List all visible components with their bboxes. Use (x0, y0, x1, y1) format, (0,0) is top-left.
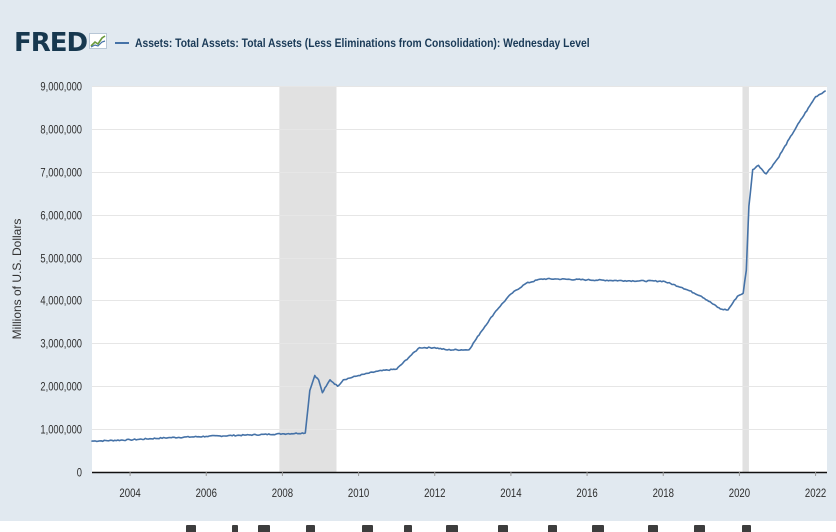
fred-logo-graph-icon (89, 32, 108, 54)
fred-logo[interactable]: FRED (14, 28, 88, 58)
x-tick-label: 2006 (196, 487, 217, 500)
y-tick-label: 2,000,000 (40, 380, 82, 393)
x-tick-label: 2010 (348, 487, 369, 500)
x-tick-labels: 2004 2006 2008 2010 2012 2014 2016 2018 2020 2022 (119, 472, 826, 500)
y-tick-label: 9,000,000 (40, 80, 82, 93)
x-tick-label: 2016 (576, 487, 597, 500)
y-tick-label: 4,000,000 (40, 294, 82, 307)
y-tick-label: 1,000,000 (40, 423, 82, 436)
x-tick-label: 2008 (272, 487, 293, 500)
y-tick-labels: 0 1,000,000 2,000,000 3,000,000 4,000,000 5,0… (40, 80, 82, 479)
legend-label: Assets: Total Assets: Total Assets (Less… (135, 36, 590, 50)
series-line-0 (91, 90, 826, 443)
y-tick-label: 6,000,000 (40, 209, 82, 222)
chart-header: FRED Assets: Total Assets: Total Assets … (14, 26, 664, 60)
y-tick-label: 7,000,000 (40, 166, 82, 179)
x-tick-label: 2018 (653, 487, 674, 500)
gridlines (92, 86, 827, 430)
x-tick-label: 2004 (119, 487, 140, 500)
y-tick-label: 5,000,000 (40, 252, 82, 265)
x-tick-label: 2020 (729, 487, 750, 500)
plot-background (92, 86, 827, 472)
y-tick-label: 3,000,000 (40, 337, 82, 350)
y-axis-label: Millions of U.S. Dollars (10, 219, 24, 340)
clipped-caption-strip (0, 521, 836, 532)
x-tick-label: 2014 (500, 487, 521, 500)
legend-swatch (115, 42, 130, 44)
series-layer (91, 90, 826, 443)
y-tick-label: 8,000,000 (40, 123, 82, 136)
y-tick-label: 0 (77, 466, 82, 479)
line-chart: 0 1,000,000 2,000,000 3,000,000 4,000,000 5,0… (10, 80, 827, 500)
x-tick-label: 2022 (805, 487, 826, 500)
x-tick-label: 2012 (424, 487, 445, 500)
